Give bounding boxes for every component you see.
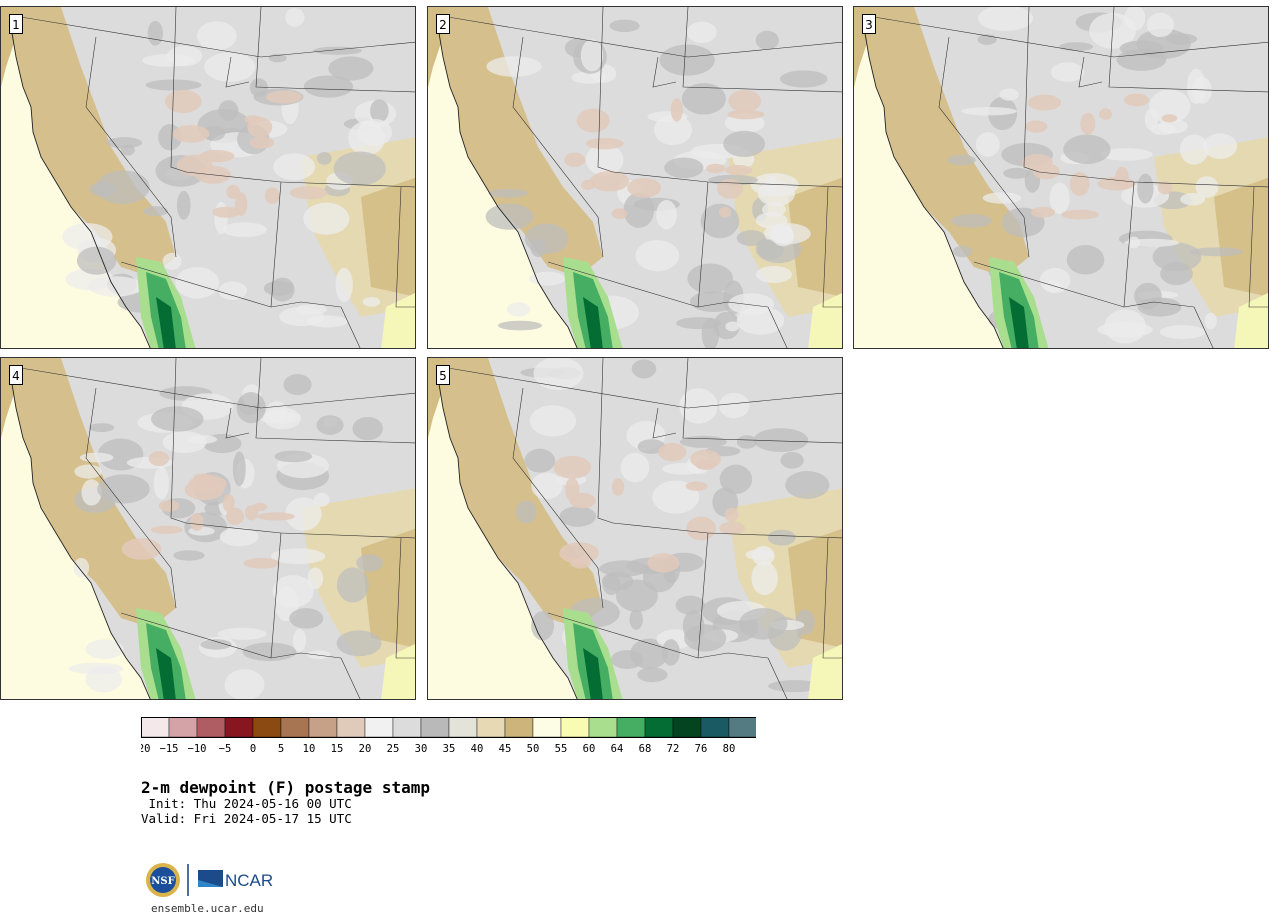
colorbar-tick-label: −15 [160,743,179,755]
colorbar-tick-label: 50 [527,743,540,755]
colorbar-swatch [476,717,506,738]
colorbar-tick-label: 35 [443,743,456,755]
colorbar-swatch [280,717,310,738]
colorbar-tick-label: 20 [359,743,372,755]
ncar-logo-text: NCAR [225,871,273,890]
colorbar-swatch [336,717,366,738]
nsf-logo-text: NSF [151,876,174,887]
colorbar-swatch [252,717,282,738]
colorbar-tick-label: 10 [303,743,316,755]
member-panel-3: 3 [853,6,1269,349]
colorbar-tick-label: 40 [471,743,484,755]
colorbar-tick-label: 72 [667,743,680,755]
colorbar-swatch [364,717,394,738]
valid-time: Valid: Fri 2024-05-17 15 UTC [141,811,352,826]
member-label: 4 [9,365,23,385]
init-time: Init: Thu 2024-05-16 00 UTC [141,796,352,811]
member-panel-1: 1 [0,6,416,349]
colorbar-swatch [700,717,730,738]
colorbar-swatch [588,717,618,738]
colorbar-swatch [141,717,170,738]
colorbar-tick-label: 30 [415,743,428,755]
colorbar-tick-label: 0 [250,743,256,755]
colorbar-tick-label: −5 [219,743,232,755]
colorbar-swatch [308,717,338,738]
colorbar-swatch [392,717,422,738]
colorbar-swatch [728,717,756,738]
colorbar-tick-label: 15 [331,743,344,755]
colorbar-tick-label: 80 [723,743,736,755]
map-1 [1,7,415,348]
colorbar-tick-label: 55 [555,743,568,755]
colorbar: −20 −15 −10 −5 0 5 10 15 20 25 30 35 40 45 50 55 60 64 68 7… [141,717,756,755]
colorbar-tick-label: −20 [141,743,150,755]
colorbar-tick-label: 64 [611,743,624,755]
colorbar-swatch [168,717,198,738]
website-url: ensemble.ucar.edu [151,902,264,915]
colorbar-tick-label: 68 [639,743,652,755]
member-label: 1 [9,14,23,34]
colorbar-swatch [532,717,562,738]
map-3 [854,7,1268,348]
map-2 [428,7,842,348]
member-label: 5 [436,365,450,385]
colorbar-swatch [616,717,646,738]
colorbar-swatch [504,717,534,738]
ncar-logo-icon: NCAR [198,870,273,890]
member-label: 3 [862,14,876,34]
colorbar-swatch [672,717,702,738]
colorbar-tick-label: 60 [583,743,596,755]
colorbar-tick-label: 76 [695,743,708,755]
member-panel-4: 4 [0,357,416,700]
nsf-logo-icon: NSF [146,863,180,897]
map-4 [1,358,415,699]
colorbar-swatch [224,717,254,738]
product-title: 2-m dewpoint (F) postage stamp [141,778,430,797]
colorbar-tick-label: 25 [387,743,400,755]
colorbar-tick-label: 45 [499,743,512,755]
member-panel-2: 2 [427,6,843,349]
member-panel-5: 5 [427,357,843,700]
colorbar-swatch [560,717,590,738]
member-label: 2 [436,14,450,34]
colorbar-swatch [448,717,478,738]
colorbar-tick-label: 5 [278,743,284,755]
colorbar-swatch [420,717,450,738]
nsf-ncar-logo: NSF NCAR [146,863,273,897]
colorbar-swatch [644,717,674,738]
map-5 [428,358,842,699]
colorbar-swatch [196,717,226,738]
colorbar-tick-label: −10 [188,743,207,755]
